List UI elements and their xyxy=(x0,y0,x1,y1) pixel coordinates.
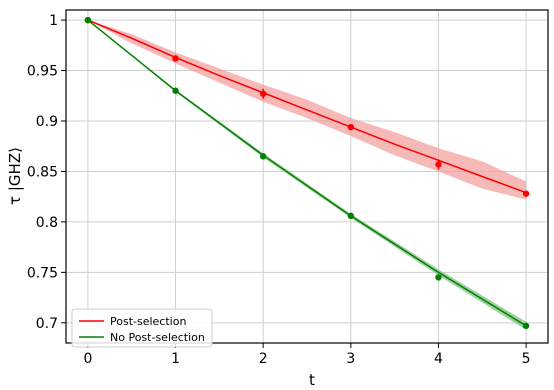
point-no-post-selection xyxy=(435,274,442,281)
point-no-post-selection xyxy=(84,16,92,24)
point-post-selection xyxy=(522,190,530,197)
point-no-post-selection xyxy=(347,212,355,220)
legend-label-post-selection: Post-selection xyxy=(110,315,186,328)
y-tick-label: 0.85 xyxy=(27,164,58,180)
y-tick-label: 0.7 xyxy=(36,316,58,332)
point-post-selection xyxy=(435,161,442,168)
x-axis-label: t xyxy=(309,371,315,389)
x-tick-label: 3 xyxy=(346,351,355,367)
series-layer xyxy=(84,16,530,330)
y-tick-label: 0.75 xyxy=(27,265,58,281)
plot-frame xyxy=(65,9,549,344)
y-tick-label: 0.95 xyxy=(27,64,58,80)
y-axis-label: τ |GHZ⟩ xyxy=(6,147,24,205)
x-tick-label: 1 xyxy=(171,351,180,367)
point-no-post-selection xyxy=(172,87,179,94)
line-post-selection xyxy=(87,19,527,194)
legend-label-no-post-selection: No Post-selection xyxy=(110,331,205,344)
point-no-post-selection xyxy=(259,153,267,160)
y-tick-label: 0.8 xyxy=(36,215,58,231)
x-tick-label: 2 xyxy=(259,351,268,367)
x-tick-label: 0 xyxy=(83,351,92,367)
y-tick-label: 1 xyxy=(49,13,58,29)
tick-layer: 0 1 2 3 4 5 0.7 0.75 0.8 0.85 0.9 0.95 1 xyxy=(27,13,531,367)
x-tick-label: 4 xyxy=(434,351,443,367)
point-no-post-selection xyxy=(522,322,530,330)
legend: Post-selection No Post-selection xyxy=(71,308,213,348)
legend-box xyxy=(71,308,213,348)
point-post-selection xyxy=(259,90,267,97)
y-tick-label: 0.9 xyxy=(36,114,58,130)
point-post-selection xyxy=(172,55,179,62)
x-tick-label: 5 xyxy=(522,351,531,367)
point-post-selection xyxy=(347,123,355,131)
line-no-post-selection xyxy=(87,19,527,327)
